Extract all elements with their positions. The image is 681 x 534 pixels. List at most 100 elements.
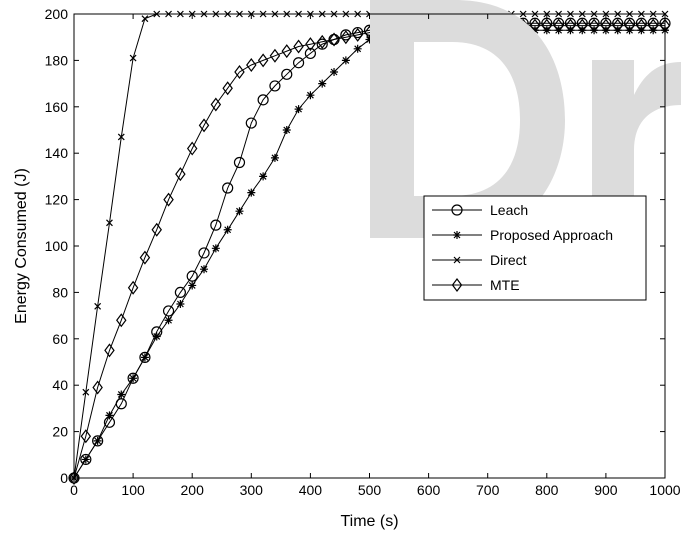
data-point-mte — [624, 18, 635, 33]
data-point-leach — [92, 435, 104, 447]
data-point-mte — [222, 81, 233, 96]
watermark-letter-shape — [370, 0, 565, 238]
data-point-mte — [600, 18, 612, 33]
data-point-proposed-approach — [637, 26, 646, 35]
data-point-leach — [257, 94, 269, 106]
data-point-leach — [174, 286, 186, 298]
legend-marker — [451, 278, 463, 292]
y-tick-label: 0 — [60, 470, 68, 486]
data-point-mte — [234, 65, 245, 79]
data-point-mte — [151, 222, 162, 237]
data-point-mte — [281, 44, 293, 59]
data-point-leach — [198, 247, 210, 259]
data-point-proposed-approach — [578, 26, 587, 35]
data-point-proposed-approach — [93, 436, 102, 445]
data-point-proposed-approach — [353, 44, 362, 53]
data-point-proposed-approach — [188, 281, 197, 290]
watermark-letter-shape — [592, 60, 681, 238]
data-point-proposed-approach — [341, 56, 350, 65]
data-point-mte — [104, 343, 115, 358]
data-point-direct — [141, 15, 149, 23]
legend-label: MTE — [490, 277, 520, 293]
data-point-mte — [636, 18, 647, 33]
data-point-proposed-approach — [200, 265, 209, 274]
data-point-mte — [175, 167, 186, 182]
data-point-proposed-approach — [601, 26, 610, 35]
data-point-proposed-approach — [649, 26, 658, 35]
x-tick-label: 0 — [70, 482, 78, 498]
data-point-mte — [139, 250, 151, 265]
legend-label: Direct — [490, 252, 527, 268]
y-axis-label: Energy Consumed (J) — [13, 168, 30, 324]
data-point-leach — [210, 219, 222, 231]
data-point-leach — [292, 57, 305, 69]
y-tick-label: 120 — [45, 192, 69, 208]
y-tick-label: 20 — [52, 424, 68, 440]
legend: Leach Proposed Approach Direct MTE — [423, 195, 647, 301]
data-point-mte — [210, 97, 222, 112]
data-point-mte — [340, 30, 352, 45]
legend-marker — [451, 204, 463, 216]
data-point-direct — [106, 219, 113, 227]
data-point-leach — [340, 29, 352, 41]
data-point-mte — [116, 313, 127, 328]
data-point-leach — [352, 26, 364, 39]
x-tick-label: 600 — [417, 482, 441, 498]
y-tick-label: 80 — [52, 284, 68, 300]
data-point-leach — [316, 38, 328, 50]
data-point-proposed-approach — [105, 411, 114, 420]
x-tick-label: 200 — [181, 482, 205, 498]
data-point-mte — [186, 141, 198, 156]
x-axis-label: Time (s) — [340, 513, 398, 530]
data-point-leach — [186, 270, 198, 282]
data-point-leach — [127, 372, 139, 384]
y-tick-label: 160 — [45, 99, 69, 115]
data-point-proposed-approach — [330, 68, 339, 76]
data-point-mte — [257, 53, 269, 68]
x-tick-label: 1000 — [649, 482, 680, 498]
x-tick-label: 900 — [594, 482, 618, 498]
data-point-proposed-approach — [152, 332, 161, 341]
data-point-mte — [577, 18, 588, 33]
x-tick-label: 400 — [299, 482, 323, 498]
data-point-proposed-approach — [590, 26, 599, 35]
data-point-leach — [281, 68, 293, 80]
data-point-direct — [94, 302, 102, 310]
data-point-proposed-approach — [294, 105, 303, 114]
data-point-direct — [117, 133, 125, 141]
axes-layer: 0 100 200 300 400 500 600 700 800 900 1000 0 20 40 60 8… — [45, 6, 681, 498]
data-point-mte — [328, 32, 340, 47]
data-point-mte — [246, 58, 257, 73]
data-point-proposed-approach — [530, 26, 539, 35]
legend-label: Leach — [490, 202, 528, 218]
data-point-proposed-approach — [211, 244, 220, 253]
x-tick-label: 500 — [358, 482, 382, 498]
y-tick-label: 60 — [52, 331, 68, 347]
data-point-leach — [245, 117, 257, 129]
data-point-proposed-approach — [554, 26, 563, 35]
data-point-proposed-approach — [566, 26, 575, 35]
data-point-direct — [129, 54, 137, 62]
data-point-mte — [565, 18, 576, 33]
series-line-leach — [73, 22, 665, 479]
data-point-mte — [269, 48, 281, 63]
data-point-proposed-approach — [140, 353, 149, 362]
data-point-proposed-approach — [117, 390, 126, 399]
data-point-mte — [68, 471, 80, 485]
data-point-mte — [127, 280, 139, 295]
data-point-mte — [352, 27, 363, 42]
legend-item-proposed-approach: Proposed Approach — [432, 227, 613, 243]
legend-item-mte: MTE — [432, 277, 520, 293]
data-point-leach — [80, 453, 92, 466]
data-point-mte — [541, 18, 553, 33]
data-point-proposed-approach — [235, 207, 244, 216]
data-point-proposed-approach — [164, 316, 173, 325]
data-point-leach — [139, 351, 151, 363]
legend-marker — [453, 231, 461, 239]
legend-box — [423, 195, 647, 301]
data-point-proposed-approach — [542, 26, 551, 35]
data-point-proposed-approach — [223, 225, 232, 234]
y-tick-label: 140 — [45, 145, 69, 161]
data-point-mte — [163, 192, 174, 207]
y-tick-label: 40 — [52, 377, 68, 393]
